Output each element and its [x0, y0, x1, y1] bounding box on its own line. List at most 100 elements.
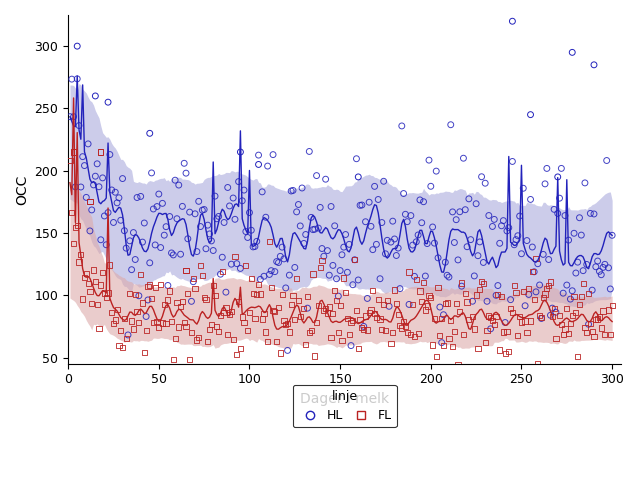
Point: [489, 321, 499, 328]
Point: [68, 240, 79, 247]
Point: [358, 323, 369, 330]
Point: [547, 313, 557, 321]
Point: [193, 334, 204, 341]
Point: [420, 306, 431, 314]
Point: [301, 231, 311, 239]
Point: [159, 231, 170, 239]
Point: [518, 184, 529, 192]
Point: [400, 210, 410, 218]
Point: [473, 252, 483, 260]
Point: [190, 285, 200, 292]
Point: [578, 279, 588, 287]
Point: [395, 322, 405, 329]
Point: [150, 241, 160, 249]
Point: [74, 258, 84, 266]
Point: [226, 260, 236, 268]
Point: [346, 319, 356, 326]
Point: [493, 282, 503, 289]
Point: [438, 311, 449, 319]
Point: [476, 173, 486, 180]
Point: [508, 17, 518, 25]
Point: [239, 319, 249, 326]
Point: [600, 331, 610, 338]
Point: [208, 247, 218, 254]
Point: [206, 321, 216, 329]
Point: [447, 343, 458, 350]
Point: [558, 289, 568, 297]
Point: [424, 156, 434, 164]
Point: [234, 178, 244, 185]
Point: [225, 202, 235, 210]
Point: [297, 367, 307, 375]
Point: [504, 224, 514, 231]
Point: [342, 268, 353, 276]
Point: [161, 223, 171, 230]
Point: [173, 323, 184, 331]
Point: [83, 140, 93, 148]
Point: [164, 213, 175, 220]
Point: [317, 256, 327, 264]
Point: [308, 270, 318, 278]
Point: [315, 264, 325, 271]
Point: [428, 223, 438, 231]
Point: [410, 273, 420, 280]
Point: [516, 318, 527, 326]
Point: [433, 283, 443, 291]
Point: [495, 346, 505, 354]
Point: [259, 310, 269, 318]
Point: [346, 342, 356, 349]
Point: [573, 258, 583, 266]
Point: [112, 305, 122, 313]
Point: [70, 183, 81, 191]
Point: [520, 317, 530, 325]
Point: [360, 218, 371, 226]
X-axis label: Dager i melk: Dager i melk: [300, 392, 389, 406]
Point: [315, 204, 325, 211]
Point: [426, 294, 436, 301]
Point: [349, 255, 360, 263]
Point: [344, 330, 355, 338]
Point: [97, 269, 108, 276]
Point: [502, 327, 512, 335]
Point: [469, 272, 479, 280]
Point: [495, 240, 505, 247]
Point: [201, 296, 211, 304]
Point: [529, 296, 540, 303]
Point: [404, 300, 414, 308]
Point: [90, 172, 100, 180]
Point: [221, 288, 231, 296]
Point: [516, 250, 527, 258]
Point: [467, 312, 477, 320]
Point: [375, 315, 385, 323]
Point: [319, 252, 329, 260]
Point: [487, 223, 497, 230]
Point: [241, 228, 251, 235]
Point: [389, 235, 399, 243]
Point: [480, 338, 490, 346]
Point: [515, 212, 525, 220]
Point: [422, 240, 432, 247]
Point: [317, 245, 327, 252]
Point: [302, 293, 312, 301]
Point: [545, 278, 556, 286]
Point: [163, 282, 173, 289]
Point: [161, 319, 171, 327]
Point: [117, 175, 127, 182]
Point: [508, 157, 518, 165]
Point: [282, 319, 292, 327]
Point: [573, 353, 583, 360]
Point: [462, 243, 472, 251]
Point: [101, 241, 111, 249]
Point: [181, 169, 191, 177]
Point: [404, 268, 414, 276]
Point: [478, 259, 488, 266]
Point: [279, 255, 289, 263]
Point: [440, 258, 451, 266]
Point: [65, 157, 75, 165]
Point: [348, 316, 358, 324]
Point: [108, 319, 118, 327]
Point: [433, 254, 443, 262]
Point: [248, 289, 258, 297]
Point: [92, 160, 102, 168]
Point: [604, 264, 614, 272]
